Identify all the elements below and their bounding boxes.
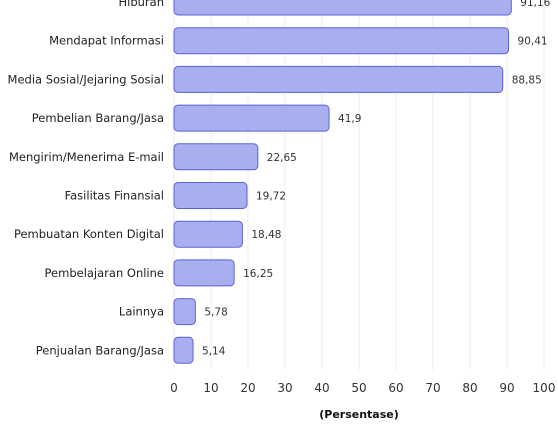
data-label: 5,78 bbox=[204, 307, 227, 319]
bar bbox=[173, 259, 235, 287]
data-label: 41,9 bbox=[338, 113, 361, 125]
x-axis-title: (Persentase) bbox=[319, 408, 399, 421]
x-tick-label: 40 bbox=[314, 381, 329, 395]
bar bbox=[173, 336, 194, 364]
x-tick-label: 10 bbox=[203, 381, 218, 395]
x-tick-label: 30 bbox=[277, 381, 292, 395]
data-label: 19,72 bbox=[256, 191, 286, 203]
category-label: Pembelajaran Online bbox=[45, 266, 164, 280]
bar bbox=[173, 104, 330, 132]
x-tick-label: 90 bbox=[499, 381, 514, 395]
x-tick-label: 0 bbox=[170, 381, 178, 395]
x-tick-label: 60 bbox=[388, 381, 403, 395]
data-label: 5,14 bbox=[202, 345, 226, 357]
x-tick-label: 100 bbox=[533, 381, 556, 395]
category-label: Media Sosial/Jejaring Sosial bbox=[8, 72, 164, 86]
x-tick-label: 80 bbox=[462, 381, 477, 395]
bar bbox=[173, 143, 259, 171]
category-label: Lainnya bbox=[119, 305, 164, 319]
bars bbox=[173, 0, 512, 364]
bar bbox=[173, 220, 243, 248]
category-label: Mendapat Informasi bbox=[49, 34, 164, 48]
bar bbox=[173, 65, 504, 93]
bar bbox=[173, 0, 512, 16]
category-label: Mengirim/Menerima E-mail bbox=[9, 150, 164, 164]
x-tick-label: 50 bbox=[351, 381, 366, 395]
category-labels: Hiburan Mendapat Informasi Media Sosial/Je… bbox=[8, 0, 164, 357]
data-label: 88,85 bbox=[512, 74, 542, 86]
x-axis-ticks: 0 10 20 30 40 50 60 70 80 90 100 bbox=[170, 381, 555, 395]
bar bbox=[173, 27, 510, 55]
x-tick-label: 20 bbox=[240, 381, 255, 395]
data-label: 90,41 bbox=[518, 36, 548, 48]
x-tick-label: 70 bbox=[425, 381, 440, 395]
category-label: Penjualan Barang/Jasa bbox=[36, 343, 164, 357]
category-label: Pembelian Barang/Jasa bbox=[32, 111, 164, 125]
data-label: 91,16 bbox=[520, 0, 550, 9]
data-label: 18,48 bbox=[251, 229, 281, 241]
bar bbox=[173, 182, 248, 209]
category-label: Fasilitas Finansial bbox=[65, 189, 164, 203]
value-labels: 91,16 90,41 88,85 41,9 22,65 19,72 18,48 16,25 5… bbox=[202, 0, 551, 357]
category-label: Pembuatan Konten Digital bbox=[14, 227, 164, 241]
data-label: 22,65 bbox=[267, 152, 297, 164]
data-label: 16,25 bbox=[243, 268, 273, 280]
bar bbox=[173, 298, 196, 326]
category-label: Hiburan bbox=[119, 0, 165, 9]
